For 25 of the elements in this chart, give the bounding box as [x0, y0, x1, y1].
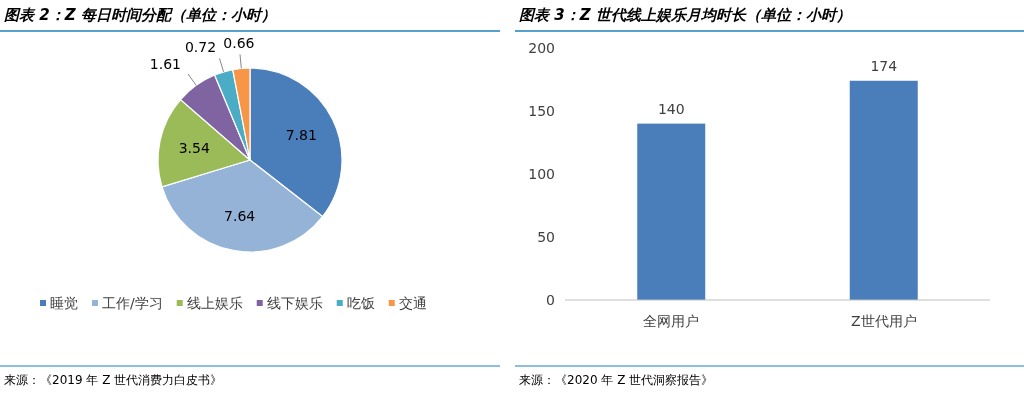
y-tick-label: 50	[537, 229, 555, 245]
data-label: 0.66	[223, 34, 255, 51]
y-tick-label: 100	[528, 166, 555, 182]
legend-label: 线下娱乐	[266, 295, 323, 311]
y-tick-label: 150	[528, 103, 555, 119]
data-label: 1.61	[149, 56, 181, 73]
y-tick-label: 0	[546, 292, 555, 308]
legend-label: 交通	[398, 295, 427, 311]
chart-title: 图表 3：Z 世代线上娱乐月均时长（单位：小时）	[519, 6, 851, 24]
source-note: 来源：《2019 年 Z 世代消费力白皮书》	[4, 373, 223, 387]
data-label: 7.64	[224, 208, 256, 225]
legend-label: 线上娱乐	[186, 295, 243, 311]
chart-title: 图表 2：Z 每日时间分配（单位：小时）	[4, 6, 276, 24]
data-label: 140	[657, 100, 685, 117]
data-label: 0.72	[184, 38, 217, 55]
source-note: 来源：《2020 年 Z 世代洞察报告》	[519, 373, 714, 387]
x-tick-label: 全网用户	[643, 313, 700, 329]
legend-label: 吃饭	[346, 295, 375, 311]
x-tick-label: Z世代用户	[850, 313, 917, 329]
legend-label: 睡觉	[50, 295, 78, 311]
data-label: 174	[870, 57, 898, 74]
legend-label: 工作/学习	[102, 295, 163, 311]
data-label: 3.54	[178, 140, 210, 157]
y-tick-label: 200	[528, 40, 555, 56]
data-label: 7.81	[285, 126, 317, 143]
